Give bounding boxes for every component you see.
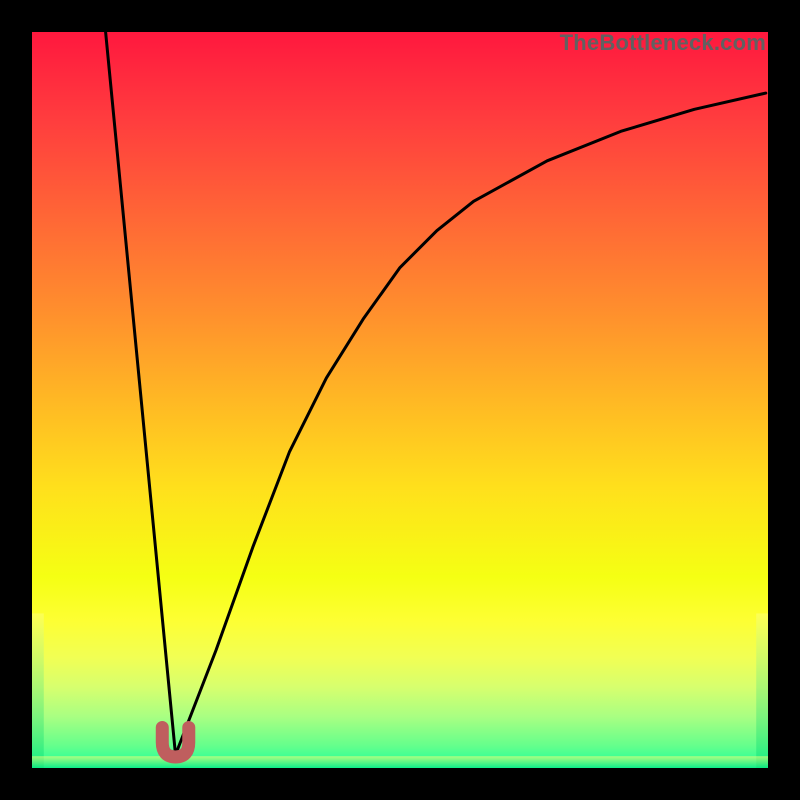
curves-layer <box>32 32 768 768</box>
plot-area: TheBottleneck.com <box>32 32 768 768</box>
chart-frame: TheBottleneck.com <box>0 0 800 800</box>
bottleneck-curve <box>106 32 766 755</box>
watermark-text: TheBottleneck.com <box>560 32 766 54</box>
